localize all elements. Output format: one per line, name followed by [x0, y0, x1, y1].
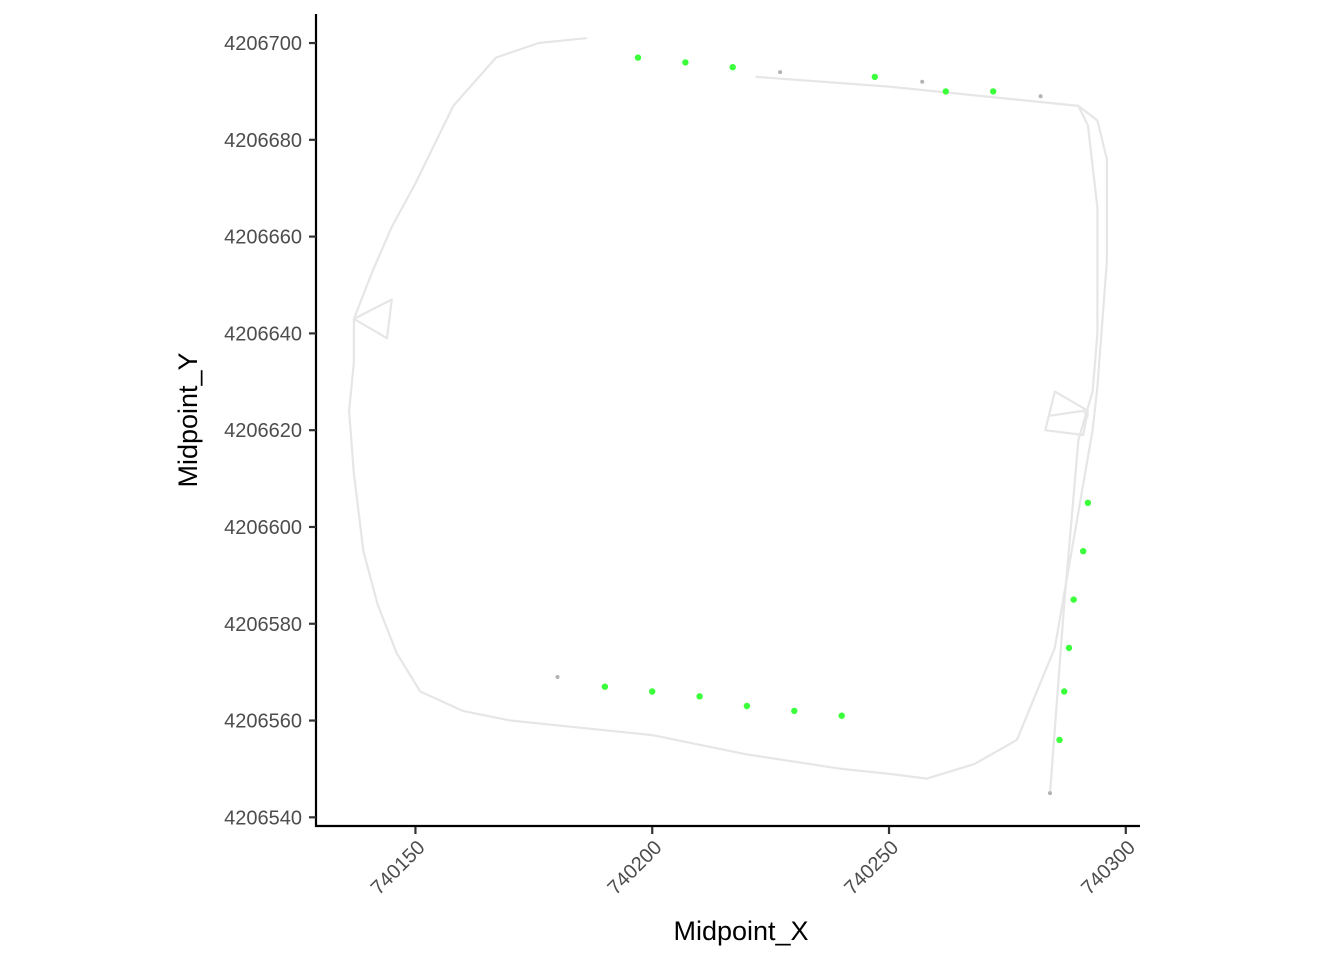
track-paths — [348, 37, 1108, 795]
data-points — [555, 54, 1092, 796]
x-axis-title: Midpoint_X — [673, 916, 808, 946]
data-point — [778, 70, 783, 75]
y-axis-title: Midpoint_Y — [173, 352, 203, 487]
data-point — [649, 688, 656, 695]
data-point — [1065, 644, 1073, 652]
track-path-3 — [1044, 390, 1089, 437]
data-point — [1038, 94, 1043, 99]
y-tick-label: 4206660 — [224, 227, 302, 249]
y-tick-label: 4206560 — [224, 711, 302, 733]
data-point — [920, 79, 925, 84]
data-point — [696, 693, 703, 700]
data-point — [942, 88, 949, 95]
y-tick-label: 4206700 — [224, 33, 302, 55]
track-path-1 — [1048, 104, 1099, 795]
data-point — [1070, 596, 1077, 603]
data-point — [555, 675, 560, 679]
data-point — [1080, 548, 1087, 555]
data-point — [1048, 791, 1052, 796]
data-point — [743, 702, 751, 710]
track-path-0 — [348, 37, 1108, 780]
y-tick-label: 4206680 — [224, 130, 302, 152]
data-point — [1056, 736, 1063, 744]
y-axis: 4206540 4206560 4206580 4206600 4206620 42066… — [224, 14, 318, 829]
track-path-4 — [1048, 409, 1089, 417]
data-point — [871, 73, 878, 81]
y-tick-label: 4206540 — [224, 807, 302, 829]
data-point — [729, 63, 736, 71]
y-tick-label: 4206580 — [224, 614, 302, 636]
y-tick-label: 4206600 — [224, 517, 302, 539]
data-point — [682, 59, 689, 66]
data-point — [601, 683, 609, 690]
y-tick-label: 4206640 — [224, 323, 302, 345]
data-point — [791, 707, 798, 715]
data-point — [838, 712, 845, 719]
data-point — [1061, 688, 1068, 695]
data-point — [634, 54, 642, 61]
data-point — [1084, 499, 1092, 506]
track-path-2 — [352, 298, 393, 340]
data-point — [990, 88, 997, 95]
y-tick-label: 4206620 — [224, 420, 302, 442]
